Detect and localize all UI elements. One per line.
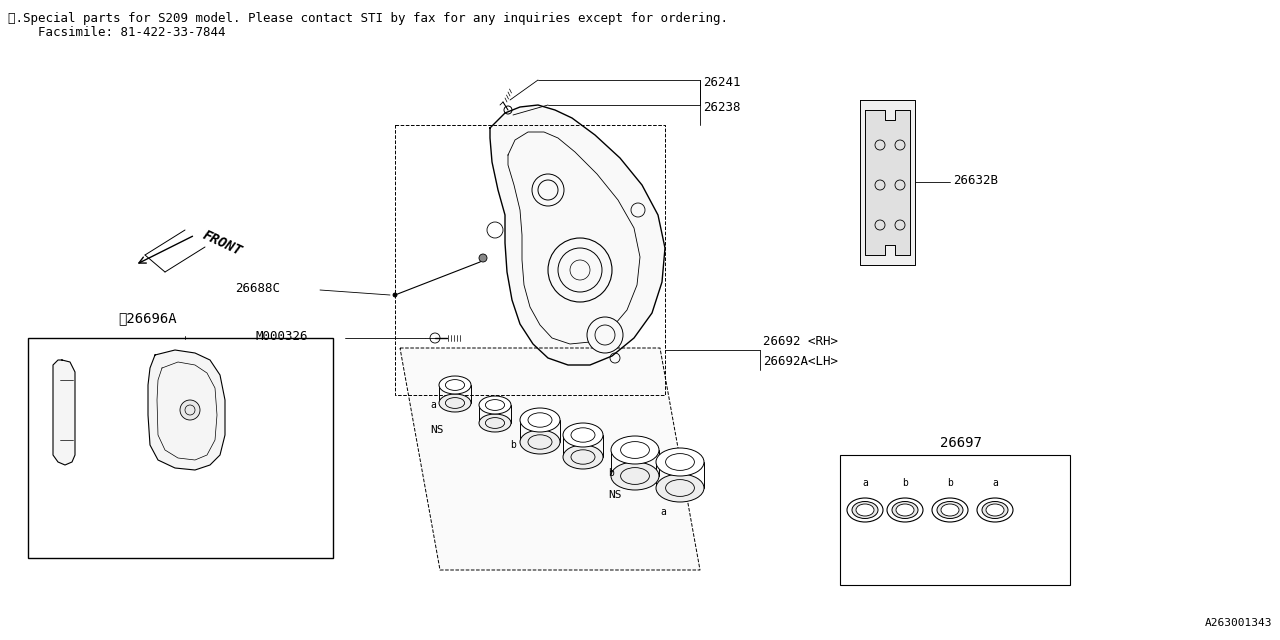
Text: a: a: [660, 507, 666, 517]
Bar: [28, 338, 333, 558]
Ellipse shape: [982, 502, 1009, 518]
Text: 26238: 26238: [703, 100, 741, 113]
Text: NS: NS: [608, 490, 622, 500]
Ellipse shape: [892, 502, 918, 518]
Ellipse shape: [563, 445, 603, 469]
Ellipse shape: [937, 502, 963, 518]
Text: ※26696A: ※26696A: [118, 311, 177, 325]
Ellipse shape: [479, 396, 511, 414]
Ellipse shape: [887, 498, 923, 522]
Text: 26697: 26697: [940, 436, 982, 450]
Ellipse shape: [986, 504, 1004, 516]
Text: b: b: [608, 468, 614, 478]
Ellipse shape: [977, 498, 1012, 522]
Text: ※.Special parts for S209 model. Please contact STI by fax for any inquiries exce: ※.Special parts for S209 model. Please c…: [8, 12, 728, 25]
Ellipse shape: [852, 502, 878, 518]
Ellipse shape: [520, 430, 561, 454]
Ellipse shape: [479, 414, 511, 432]
Text: 26688C: 26688C: [236, 282, 280, 294]
Circle shape: [180, 400, 200, 420]
Text: Facsimile: 81-422-33-7844: Facsimile: 81-422-33-7844: [8, 26, 225, 39]
Text: NS: NS: [430, 425, 443, 435]
Polygon shape: [860, 100, 915, 265]
Text: 26692 <RH>: 26692 <RH>: [763, 335, 838, 348]
Text: b: b: [947, 478, 952, 488]
Ellipse shape: [941, 504, 959, 516]
Ellipse shape: [520, 408, 561, 432]
Text: a: a: [992, 478, 998, 488]
Ellipse shape: [847, 498, 883, 522]
Ellipse shape: [611, 436, 659, 464]
Polygon shape: [401, 348, 700, 570]
Ellipse shape: [657, 448, 704, 476]
Ellipse shape: [896, 504, 914, 516]
Text: FRONT: FRONT: [200, 228, 244, 259]
Ellipse shape: [563, 423, 603, 447]
Circle shape: [588, 317, 623, 353]
Text: a: a: [430, 400, 436, 410]
Circle shape: [479, 254, 486, 262]
Polygon shape: [52, 360, 76, 465]
Text: b: b: [902, 478, 908, 488]
Bar: [840, 455, 1070, 585]
Ellipse shape: [611, 462, 659, 490]
Text: M000326: M000326: [255, 330, 307, 342]
Ellipse shape: [657, 474, 704, 502]
Polygon shape: [490, 105, 666, 365]
Ellipse shape: [932, 498, 968, 522]
Text: b: b: [509, 440, 516, 450]
Ellipse shape: [439, 376, 471, 394]
Text: a: a: [861, 478, 868, 488]
Polygon shape: [865, 110, 910, 255]
Text: A263001343: A263001343: [1204, 618, 1272, 628]
Polygon shape: [148, 350, 225, 470]
Circle shape: [393, 293, 397, 297]
Circle shape: [548, 238, 612, 302]
Text: 26692A<LH>: 26692A<LH>: [763, 355, 838, 368]
Ellipse shape: [439, 394, 471, 412]
Text: 26241: 26241: [703, 76, 741, 88]
Ellipse shape: [856, 504, 874, 516]
Circle shape: [532, 174, 564, 206]
Text: 26632B: 26632B: [954, 173, 998, 186]
